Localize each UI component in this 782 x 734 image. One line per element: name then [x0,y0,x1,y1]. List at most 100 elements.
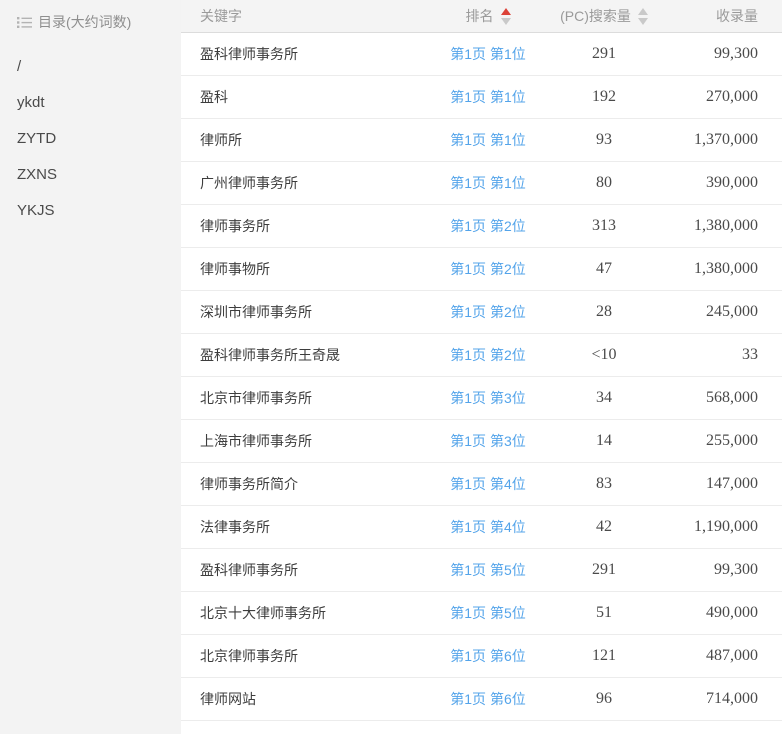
rank-link[interactable]: 第1页 第6位 [450,691,526,707]
sidebar-directory-list: / ykdt ZYTD ZXNS YKJS [17,49,165,229]
search-volume-cell: 42 [596,518,612,535]
rank-link[interactable]: 第1页 第6位 [450,648,526,664]
column-header-indexed[interactable]: 收录量 [668,6,782,26]
indexed-cell: 1,380,000 [694,260,758,277]
keyword-cell: 深圳市律师事务所 [200,304,312,320]
keyword-cell: 律师事务所 [200,218,270,234]
table-body: 盈科律师事务所 第1页 第1位 291 99,300 盈科 第1页 第1位 19… [181,33,782,721]
rank-link[interactable]: 第1页 第1位 [450,46,526,62]
search-volume-cell: 291 [592,561,616,578]
search-volume-cell: 96 [596,690,612,707]
sidebar-directory-item[interactable]: ZYTD [17,130,57,147]
sort-icons-search-volume [637,7,648,25]
indexed-cell: 1,190,000 [694,518,758,535]
rank-link[interactable]: 第1页 第2位 [450,261,526,277]
column-header-rank[interactable]: 排名 [436,6,540,26]
table-row: 北京市律师事务所 第1页 第3位 34 568,000 [181,377,782,420]
table-row: 深圳市律师事务所 第1页 第2位 28 245,000 [181,291,782,334]
rank-cell: 第1页 第6位 [436,689,540,709]
keyword-cell: 盈科律师事务所王奇晟 [200,347,340,363]
sidebar-directory-item[interactable]: YKJS [17,202,55,219]
search-volume-cell: 80 [596,174,612,191]
rank-cell: 第1页 第1位 [436,130,540,150]
table-row: 法律事务所 第1页 第4位 42 1,190,000 [181,506,782,549]
keyword-cell: 盈科 [200,89,228,105]
search-volume-cell: <10 [591,346,617,363]
table-row: 北京律师事务所 第1页 第6位 121 487,000 [181,635,782,678]
rank-link[interactable]: 第1页 第5位 [450,562,526,578]
indexed-cell: 99,300 [714,561,758,578]
table-row: 律师所 第1页 第1位 93 1,370,000 [181,119,782,162]
rank-cell: 第1页 第2位 [436,302,540,322]
sort-desc-icon [500,17,511,25]
indexed-cell: 147,000 [706,475,758,492]
table-row: 上海市律师事务所 第1页 第3位 14 255,000 [181,420,782,463]
sidebar-directory-item[interactable]: ZXNS [17,166,58,183]
indexed-cell: 390,000 [706,174,758,191]
rank-link[interactable]: 第1页 第3位 [450,433,526,449]
sort-desc-icon [637,17,648,25]
sidebar-title: 目录(大约词数) [38,14,132,30]
keyword-cell: 北京十大律师事务所 [200,605,326,621]
indexed-cell: 270,000 [706,88,758,105]
rank-cell: 第1页 第4位 [436,474,540,494]
table-row: 律师事务所简介 第1页 第4位 83 147,000 [181,463,782,506]
table-row: 北京十大律师事务所 第1页 第5位 51 490,000 [181,592,782,635]
keyword-table: 关键字 排名 (PC)搜索量 收录量 盈科律师事务所 [181,0,782,734]
rank-link[interactable]: 第1页 第1位 [450,89,526,105]
rank-cell: 第1页 第5位 [436,560,540,580]
rank-cell: 第1页 第1位 [436,87,540,107]
keyword-cell: 北京市律师事务所 [200,390,312,406]
rank-cell: 第1页 第2位 [436,259,540,279]
indexed-cell: 714,000 [706,690,758,707]
rank-link[interactable]: 第1页 第1位 [450,132,526,148]
search-volume-cell: 192 [592,88,616,105]
column-header-indexed-label: 收录量 [716,8,758,24]
rank-link[interactable]: 第1页 第3位 [450,390,526,406]
search-volume-cell: 51 [596,604,612,621]
sort-asc-icon [500,7,511,15]
rank-link[interactable]: 第1页 第1位 [450,175,526,191]
sidebar-directory-item[interactable]: ykdt [17,94,45,111]
column-header-search-volume[interactable]: (PC)搜索量 [540,6,668,26]
table-row: 律师事务所 第1页 第2位 313 1,380,000 [181,205,782,248]
indexed-cell: 99,300 [714,45,758,62]
search-volume-cell: 28 [596,303,612,320]
rank-link[interactable]: 第1页 第5位 [450,605,526,621]
column-header-keyword[interactable]: 关键字 [181,6,436,26]
indexed-cell: 255,000 [706,432,758,449]
search-volume-cell: 47 [596,260,612,277]
sidebar-directory-item[interactable]: / [17,58,22,75]
keyword-cell: 律师所 [200,132,242,148]
keyword-cell: 律师网站 [200,691,256,707]
rank-cell: 第1页 第3位 [436,431,540,451]
sidebar: 目录(大约词数) / ykdt ZYTD ZXNS YKJS [0,0,181,734]
indexed-cell: 490,000 [706,604,758,621]
rank-cell: 第1页 第2位 [436,345,540,365]
keyword-cell: 律师事物所 [200,261,270,277]
rank-link[interactable]: 第1页 第4位 [450,519,526,535]
indexed-cell: 487,000 [706,647,758,664]
rank-link[interactable]: 第1页 第2位 [450,347,526,363]
table-row: 盈科 第1页 第1位 192 270,000 [181,76,782,119]
table-row: 盈科律师事务所 第1页 第5位 291 99,300 [181,549,782,592]
rank-cell: 第1页 第1位 [436,44,540,64]
column-header-rank-label: 排名 [465,8,494,24]
keyword-cell: 北京律师事务所 [200,648,298,664]
table-row: 律师事物所 第1页 第2位 47 1,380,000 [181,248,782,291]
sort-asc-icon [637,7,648,15]
indexed-cell: 568,000 [706,389,758,406]
rank-link[interactable]: 第1页 第2位 [450,304,526,320]
column-header-search-volume-label: (PC)搜索量 [560,8,631,24]
search-volume-cell: 34 [596,389,612,406]
rank-link[interactable]: 第1页 第4位 [450,476,526,492]
rank-link[interactable]: 第1页 第2位 [450,218,526,234]
table-row: 盈科律师事务所 第1页 第1位 291 99,300 [181,33,782,76]
keyword-cell: 盈科律师事务所 [200,562,298,578]
list-icon [17,16,32,29]
search-volume-cell: 313 [592,217,616,234]
search-volume-cell: 83 [596,475,612,492]
column-header-keyword-label: 关键字 [200,8,242,24]
rank-cell: 第1页 第5位 [436,603,540,623]
rank-cell: 第1页 第6位 [436,646,540,666]
